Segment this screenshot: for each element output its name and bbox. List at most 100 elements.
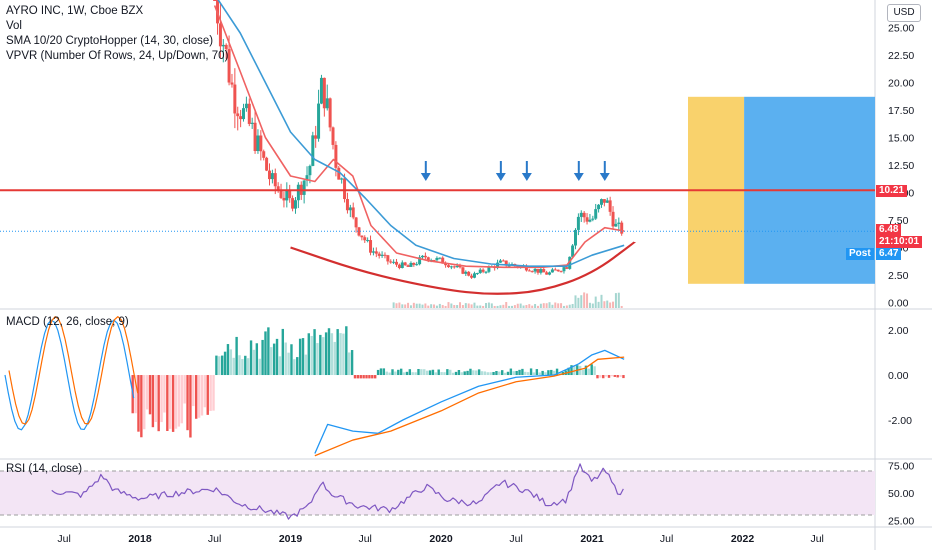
candle-body[interactable] [435,257,439,261]
candle-body[interactable] [501,260,505,262]
candle-body[interactable] [253,122,257,152]
candle-body[interactable] [565,267,569,269]
candle-body[interactable] [556,269,560,272]
candle-body[interactable] [464,271,468,274]
candle-body[interactable] [311,135,315,166]
candle-body[interactable] [348,207,352,211]
candle-body[interactable] [397,264,401,269]
candle-body[interactable] [415,264,419,266]
candle-body[interactable] [337,167,341,180]
currency-button[interactable]: USD [887,4,921,22]
candle-body[interactable] [239,116,243,120]
candle-body[interactable] [262,151,266,158]
candle-body[interactable] [617,222,621,224]
candle-body[interactable] [319,77,323,104]
candle-body[interactable] [585,217,589,222]
candle-body[interactable] [325,98,329,109]
sma-fast-line[interactable] [213,5,625,269]
candle-body[interactable] [472,273,476,278]
legend-volume[interactable]: Vol [6,20,22,32]
candle-body[interactable] [418,257,422,265]
candle-body[interactable] [305,175,309,181]
candle-body[interactable] [487,266,491,272]
candle-body[interactable] [308,165,312,176]
candle-body[interactable] [579,212,583,217]
candle-body[interactable] [548,272,552,275]
candle-body[interactable] [230,82,234,85]
candle-body[interactable] [582,212,586,218]
candle-body[interactable] [455,266,459,268]
candle-body[interactable] [608,200,612,212]
macd-early-line[interactable] [4,319,135,431]
candle-body[interactable] [605,200,609,203]
candle-body[interactable] [340,178,344,180]
macd-title[interactable]: MACD (12, 26, close, 9) [6,316,129,328]
candle-body[interactable] [267,170,271,180]
candle-body[interactable] [467,271,471,276]
candle-body[interactable] [409,262,413,267]
macd-series-signal[interactable] [314,356,625,457]
cup-pattern-curve[interactable] [290,241,636,295]
candle-body[interactable] [256,135,260,152]
legend-vpvr[interactable]: VPVR (Number Of Rows, 24, Up/Down, 70) [6,50,229,62]
candle-body[interactable] [594,209,598,219]
candle-body[interactable] [276,186,280,191]
candle-body[interactable] [449,266,453,268]
candle-body[interactable] [386,255,390,262]
candle-body[interactable] [259,135,263,152]
macd-series-macd[interactable] [314,349,625,454]
symbol-title[interactable]: AYRO INC, 1W, Cboe BZX [6,5,144,17]
candle-body[interactable] [380,254,384,256]
candle-body[interactable] [452,266,456,268]
candle-body[interactable] [351,207,355,218]
candle-body[interactable] [236,113,240,117]
candle-body[interactable] [363,237,367,241]
candle-body[interactable] [279,190,283,198]
candle-body[interactable] [481,269,485,272]
candle-body[interactable] [282,197,286,201]
candle-body[interactable] [498,260,502,263]
candle-body[interactable] [574,229,578,246]
candle-body[interactable] [562,267,566,272]
candle-body[interactable] [221,44,225,47]
candle-body[interactable] [265,157,269,171]
candle-body[interactable] [620,222,624,234]
candle-body[interactable] [484,271,488,273]
candle-body[interactable] [559,271,563,273]
candle-body[interactable] [591,218,595,220]
candle-body[interactable] [328,98,332,128]
candle-body[interactable] [244,103,248,109]
candle-body[interactable] [441,257,445,264]
candle-body[interactable] [475,273,479,275]
candle-body[interactable] [291,198,295,209]
candle-body[interactable] [242,108,246,120]
candle-body[interactable] [233,84,237,114]
candle-body[interactable] [588,219,592,222]
candle-body[interactable] [213,0,217,1]
candle-body[interactable] [317,103,321,139]
candle-body[interactable] [247,103,251,124]
candle-body[interactable] [478,269,482,274]
candle-body[interactable] [371,251,375,253]
candle-body[interactable] [383,254,387,256]
candle-body[interactable] [302,180,306,195]
candle-body[interactable] [227,49,231,83]
candle-body[interactable] [542,269,546,273]
candle-body[interactable] [270,173,274,180]
candle-body[interactable] [576,216,580,230]
candle-body[interactable] [421,255,424,258]
candle-body[interactable] [568,256,572,269]
candle-body[interactable] [444,263,448,266]
candle-body[interactable] [611,211,615,227]
legend-sma[interactable]: SMA 10/20 CryptoHopper (14, 30, close) [6,35,214,47]
candle-body[interactable] [412,262,416,265]
candle-body[interactable] [470,275,474,278]
candle-body[interactable] [527,270,531,272]
candle-body[interactable] [432,259,436,261]
candle-body[interactable] [539,269,543,273]
candle-body[interactable] [400,262,404,269]
candle-body[interactable] [550,269,554,273]
candle-body[interactable] [533,268,537,272]
candle-body[interactable] [392,261,396,263]
candle-body[interactable] [343,178,347,200]
